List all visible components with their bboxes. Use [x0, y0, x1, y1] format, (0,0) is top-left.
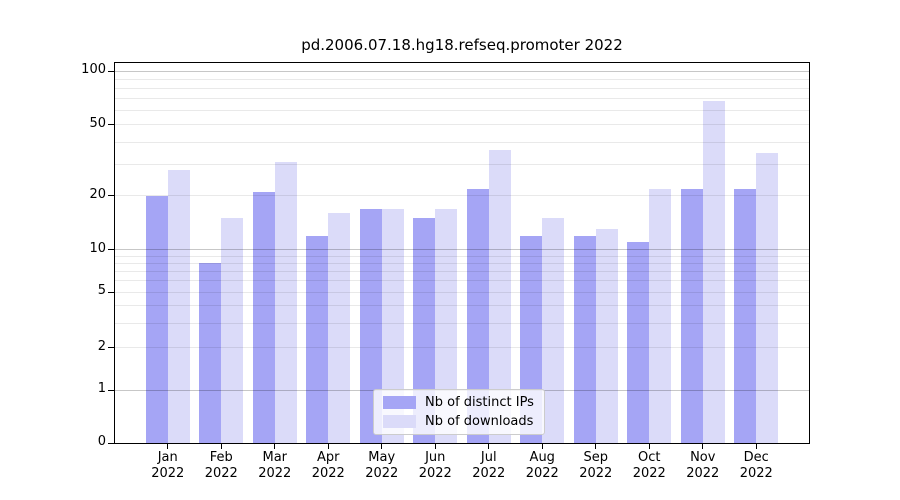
x-tick-label: Mar 2022: [258, 450, 292, 481]
x-tick: [274, 444, 276, 449]
y-tick-label: 20: [89, 186, 106, 202]
legend-label: Nb of distinct IPs: [425, 395, 534, 410]
legend-label: Nb of downloads: [425, 414, 534, 429]
y-tick: [108, 70, 114, 72]
x-tick: [381, 444, 383, 449]
bar-downloads: [274, 161, 297, 443]
bar-downloads: [542, 218, 565, 443]
bar-distinct-ips: [306, 235, 329, 443]
bar-downloads: [167, 169, 190, 443]
y-tick: [108, 291, 114, 293]
x-tick: [702, 444, 704, 449]
legend: Nb of distinct IPs Nb of downloads: [373, 389, 545, 435]
bar-downloads: [702, 100, 725, 443]
x-tick-label: Apr 2022: [311, 450, 345, 481]
x-tick-label: Oct 2022: [632, 450, 666, 481]
x-tick-label: Jan 2022: [151, 450, 185, 481]
y-tick: [108, 389, 114, 391]
legend-swatch-downloads: [383, 415, 416, 428]
y-tick-label: 50: [89, 115, 106, 131]
x-tick-label: Sep 2022: [579, 450, 613, 481]
x-tick: [755, 444, 757, 449]
bar-distinct-ips: [627, 242, 650, 443]
bar-distinct-ips: [734, 188, 757, 443]
legend-item: Nb of distinct IPs: [383, 395, 534, 410]
gridline: [115, 87, 809, 89]
y-tick-label: 2: [97, 338, 106, 354]
y-tick-label: 100: [81, 62, 106, 78]
y-tick: [108, 347, 114, 349]
bar-distinct-ips: [680, 188, 703, 443]
bar-distinct-ips: [359, 208, 382, 443]
y-tick-label: 10: [89, 240, 106, 256]
y-tick: [108, 195, 114, 197]
bar-downloads: [381, 208, 404, 443]
gridline: [115, 78, 809, 80]
bar-distinct-ips: [573, 235, 596, 443]
x-tick: [327, 444, 329, 449]
y-tick-label: 0: [97, 434, 106, 449]
bar-downloads: [649, 188, 672, 443]
bar-downloads: [756, 152, 779, 443]
gridline: [115, 98, 809, 100]
x-tick: [220, 444, 222, 449]
x-tick-label: Jul 2022: [472, 450, 506, 481]
chart-title: pd.2006.07.18.hg18.refseq.promoter 2022: [301, 36, 623, 54]
y-tick-label: 1: [97, 381, 106, 397]
bar-downloads: [435, 208, 458, 443]
x-tick: [541, 444, 543, 449]
x-tick: [167, 444, 169, 449]
y-tick: [108, 124, 114, 126]
x-tick: [488, 444, 490, 449]
x-tick: [434, 444, 436, 449]
bar-distinct-ips: [413, 218, 436, 443]
y-tick: [108, 442, 114, 444]
gridline: [115, 70, 809, 72]
x-tick-label: Feb 2022: [204, 450, 238, 481]
bar-distinct-ips: [145, 195, 168, 443]
bar-downloads: [328, 213, 351, 443]
bar-downloads: [595, 229, 618, 443]
legend-item: Nb of downloads: [383, 414, 534, 429]
legend-swatch-distinct-ips: [383, 396, 416, 409]
x-tick-label: May 2022: [365, 450, 399, 481]
y-tick-label: 5: [97, 283, 106, 299]
x-tick-label: Jun 2022: [418, 450, 452, 481]
x-tick: [595, 444, 597, 449]
bar-downloads: [488, 150, 511, 443]
x-tick: [648, 444, 650, 449]
x-tick-label: Nov 2022: [686, 450, 720, 481]
x-tick-label: Dec 2022: [739, 450, 773, 481]
y-tick: [108, 249, 114, 251]
bar-distinct-ips: [199, 263, 222, 443]
plot-area: Nb of distinct IPs Nb of downloads: [108, 62, 810, 444]
bar-distinct-ips: [466, 188, 489, 443]
x-tick-label: Aug 2022: [525, 450, 559, 481]
bar-downloads: [221, 218, 244, 443]
bar-distinct-ips: [252, 192, 275, 443]
